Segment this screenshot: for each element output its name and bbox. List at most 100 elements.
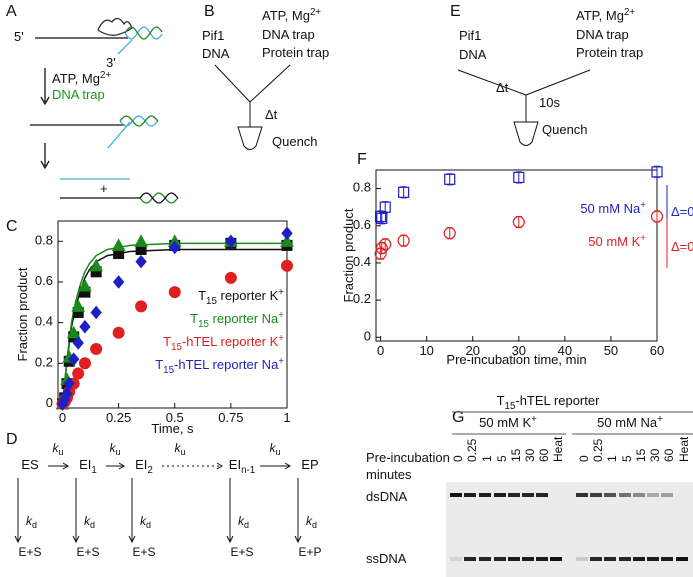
error-bar [515, 171, 522, 184]
rate-label: kd [84, 514, 95, 530]
product: E+P [298, 545, 321, 559]
point [650, 210, 664, 223]
row-title: Pre-incubation [366, 450, 450, 465]
point [379, 238, 392, 251]
lane-label: Heat [551, 436, 565, 462]
lane-label: 15 [509, 448, 523, 462]
gel-band [522, 493, 534, 497]
point [280, 234, 294, 247]
y-axis-label: Fraction product [341, 208, 356, 302]
band-label: ssDNA [366, 551, 407, 566]
x-tick-label: 30 [512, 343, 526, 358]
legend-label: T15-hTEL reporter Na+ [155, 356, 284, 376]
x-tick-label: 0.75 [218, 410, 243, 425]
x-tick-label: 40 [558, 343, 572, 358]
mixer-e [457, 69, 591, 146]
point [63, 376, 75, 391]
state: EI2 [135, 457, 153, 475]
helix [124, 26, 163, 40]
point [169, 240, 181, 255]
gel-band [494, 493, 506, 497]
helix [119, 115, 159, 127]
gel-group: 50 mM K+ [479, 414, 537, 431]
syringe-a: Pif1 [202, 28, 224, 43]
x-tick-label: 0.5 [166, 410, 184, 425]
lane-label: 0.25 [465, 438, 479, 462]
lane-label: 60 [662, 448, 676, 462]
x-tick-label: 10 [419, 343, 433, 358]
helix [139, 192, 179, 204]
gel-band [647, 493, 659, 497]
lane-label: 60 [537, 448, 551, 462]
legend-label: T15-hTEL reporter K+ [163, 333, 284, 353]
rate-label: ku [52, 441, 63, 457]
strand-end: 3' [106, 55, 116, 70]
rate-label: kd [140, 514, 151, 530]
gel-band [590, 557, 602, 561]
arrow-head [216, 462, 223, 470]
gel-title: T15-hTEL reporter [497, 393, 601, 411]
gel-band [647, 557, 659, 561]
panel-letter: B [204, 3, 215, 20]
rate-label: ku [269, 441, 280, 457]
point [78, 278, 92, 292]
rate-label: kd [26, 514, 37, 530]
arrow-head [128, 535, 136, 544]
point [397, 234, 410, 247]
point [225, 234, 237, 249]
gel-band [494, 557, 506, 561]
row-title: minutes [366, 467, 412, 482]
gel-band [676, 557, 688, 561]
syringe-a: DNA [202, 46, 230, 61]
y-axis-label: Fraction product [15, 267, 30, 361]
x-tick-label: 0.25 [106, 410, 131, 425]
point [90, 343, 103, 356]
error-bar [400, 234, 407, 247]
state: EI1 [79, 457, 97, 475]
point [398, 186, 410, 198]
rate-label: ku [174, 441, 185, 457]
point [444, 173, 456, 185]
gel-band [633, 557, 645, 561]
rate-label: kd [238, 514, 249, 530]
lane-label: Heat [677, 436, 691, 462]
point [443, 227, 456, 240]
x-tick-label: 20 [466, 343, 480, 358]
gel-band [479, 493, 491, 497]
y-tick-label: 0.8 [353, 180, 371, 195]
y-tick-label: 0.6 [35, 273, 53, 288]
arrow-head [72, 535, 80, 544]
point [66, 325, 81, 339]
point [89, 258, 104, 272]
error-bar [400, 186, 407, 199]
arrow-head [62, 462, 69, 470]
delay: Δt [496, 80, 509, 95]
y-tick-label: 0 [46, 395, 53, 410]
product: E+S [18, 545, 41, 559]
point [78, 357, 91, 370]
gel-band [619, 557, 631, 561]
error-bar [654, 210, 660, 223]
legend-label: 50 mM Na+ [580, 200, 646, 217]
product: E+S [76, 545, 99, 559]
point [71, 299, 86, 312]
state: EIn-1 [229, 457, 255, 475]
point [61, 386, 73, 401]
gel-band [479, 557, 491, 561]
point [72, 367, 85, 380]
point [512, 215, 525, 229]
lane-label: 5 [620, 455, 634, 462]
panel-letter: E [450, 3, 461, 20]
gel-band [536, 493, 548, 497]
x-axis-label: Pre-incubation time, min [446, 352, 586, 367]
x-tick-label: 0 [59, 410, 66, 425]
arrow-head [284, 462, 291, 470]
lane-label: 1 [605, 455, 619, 462]
point [224, 271, 237, 284]
point [135, 254, 147, 269]
quench: Quench [272, 134, 318, 149]
gel-bands: 0 0.25 1 5 15 30 60 Heat 0 0.25 1 5 15 30 60 Heat [450, 436, 691, 561]
point [375, 241, 388, 255]
gel-band [464, 493, 476, 497]
